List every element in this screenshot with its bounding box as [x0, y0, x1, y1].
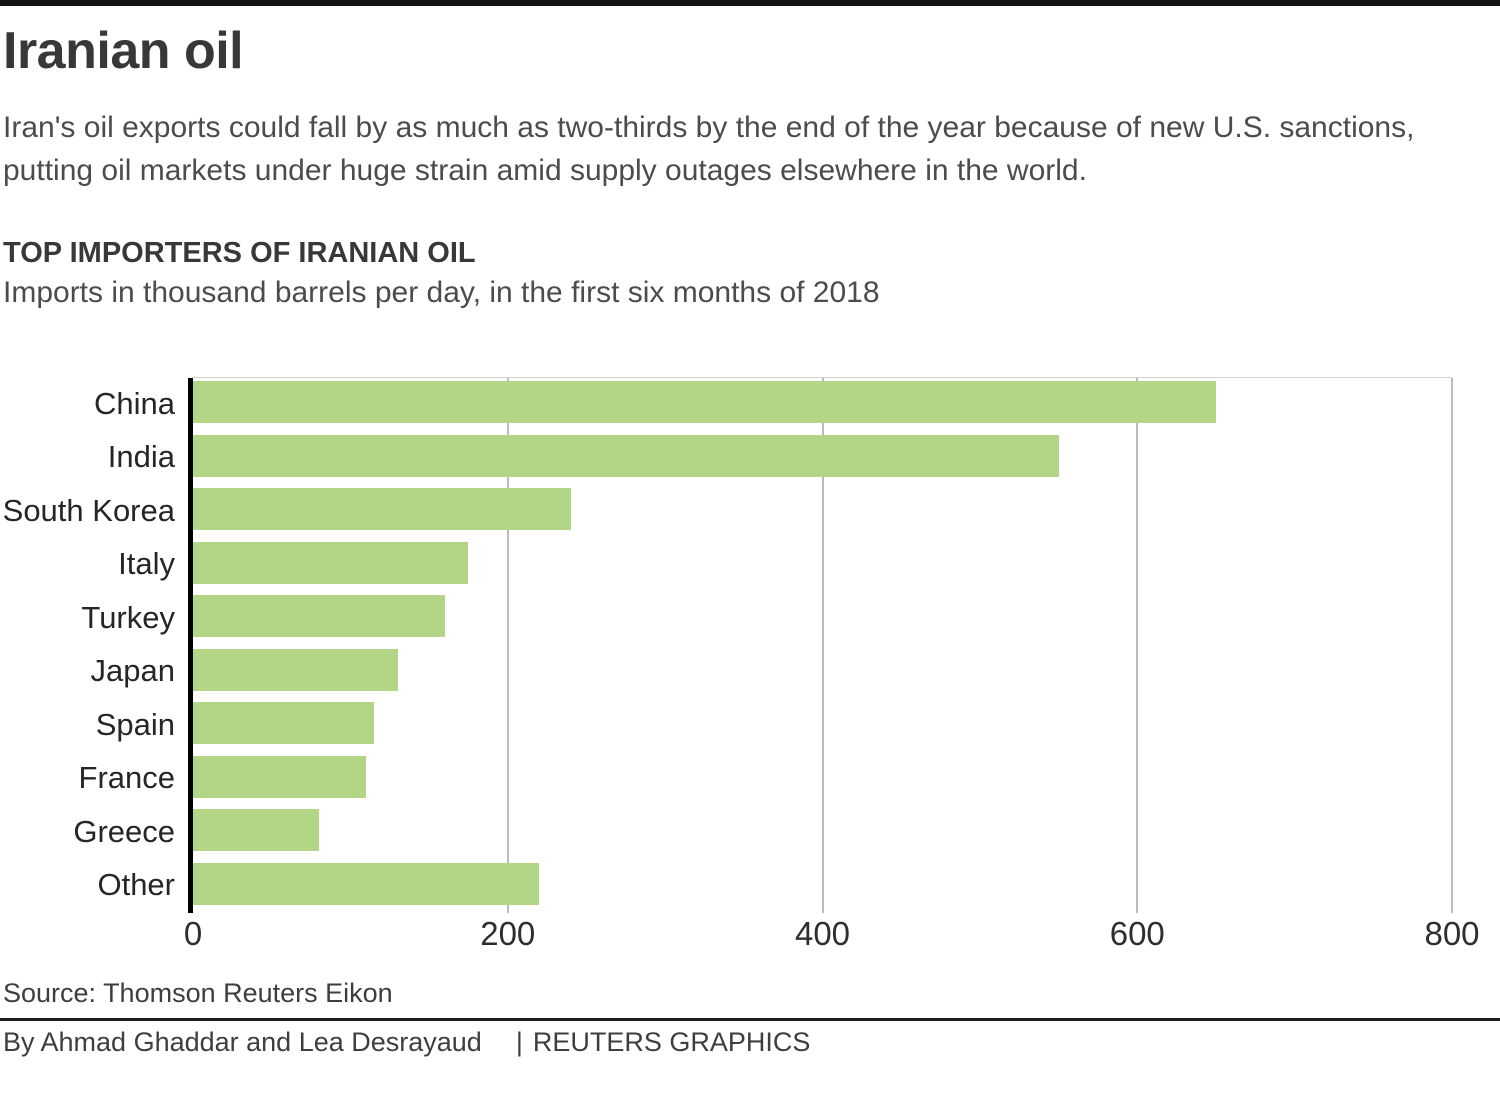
bar-row [193, 699, 1452, 753]
gridline-400 [821, 378, 824, 913]
category-label-italy: Italy [118, 546, 175, 582]
description-line-1: Iran's oil exports could fall by as much… [3, 111, 1415, 144]
bar-india [193, 434, 1059, 477]
chart-description: Iran's oil exports could fall by as much… [3, 106, 1414, 192]
byline-text: By Ahmad Ghaddar and Lea Desrayaud [3, 1027, 482, 1057]
bar-spain [193, 702, 374, 744]
bar-row [193, 378, 1452, 432]
x-tick-label-0: 0 [183, 915, 203, 952]
bar-rows [193, 378, 1452, 913]
source-attribution: Source: Thomson Reuters Eikon [3, 978, 393, 1008]
x-tick-label-800: 800 [1424, 915, 1480, 952]
bar-row [193, 860, 1452, 914]
bar-japan [193, 648, 398, 691]
category-label-greece: Greece [73, 813, 175, 849]
chart-subtitle: Imports in thousand barrels per day, in … [3, 276, 880, 309]
category-labels: China India South Korea Italy Turkey Japan Spa… [0, 377, 175, 912]
category-label-spain: Spain [95, 706, 175, 742]
bar-row [193, 646, 1452, 700]
bar-greece [193, 809, 319, 851]
x-tick-label-400: 400 [794, 915, 851, 952]
bar-other [193, 862, 540, 905]
description-line-2: putting oil markets under huge strain am… [3, 154, 1087, 187]
category-label-china: China [94, 385, 175, 421]
category-label-france: France [78, 760, 175, 796]
gridline-800 [1451, 378, 1453, 913]
top-rule [0, 0, 1500, 6]
bar-china [193, 381, 1216, 423]
chart-title: TOP IMPORTERS OF IRANIAN OIL [3, 237, 476, 269]
category-label-japan: Japan [90, 653, 175, 689]
brand-group: | REUTERS GRAPHICS [516, 1027, 811, 1058]
gridline-200 [506, 378, 509, 913]
bar-france [193, 755, 367, 798]
x-tick-label-600: 600 [1109, 915, 1165, 952]
category-label-india: India [107, 439, 175, 475]
bar-south-korea [193, 488, 571, 530]
x-tick-label-200: 200 [480, 915, 536, 952]
bar-chart-plot-area [188, 377, 1453, 913]
page-title: Iranian oil [3, 22, 244, 80]
bar-row [193, 485, 1452, 539]
category-label-other: Other [97, 867, 175, 903]
bar-italy [193, 541, 469, 584]
byline-separator: | [515, 1027, 523, 1057]
x-axis-labels: 0 200 400 600 800 [184, 915, 1480, 955]
gridline-600 [1136, 378, 1139, 913]
category-label-south-korea: South Korea [2, 492, 175, 528]
bar-row [193, 753, 1452, 807]
bar-turkey [193, 595, 445, 637]
bar-row [193, 592, 1452, 646]
bar-row [193, 432, 1452, 486]
y-axis-line [188, 378, 193, 913]
footer-divider [0, 1018, 1500, 1021]
byline-row: By Ahmad Ghaddar and Lea Desrayaud | REU… [3, 1027, 810, 1058]
reuters-graphics-label: REUTERS GRAPHICS [532, 1027, 811, 1057]
bar-row [193, 539, 1452, 593]
bar-row [193, 806, 1452, 860]
category-label-turkey: Turkey [81, 599, 175, 635]
